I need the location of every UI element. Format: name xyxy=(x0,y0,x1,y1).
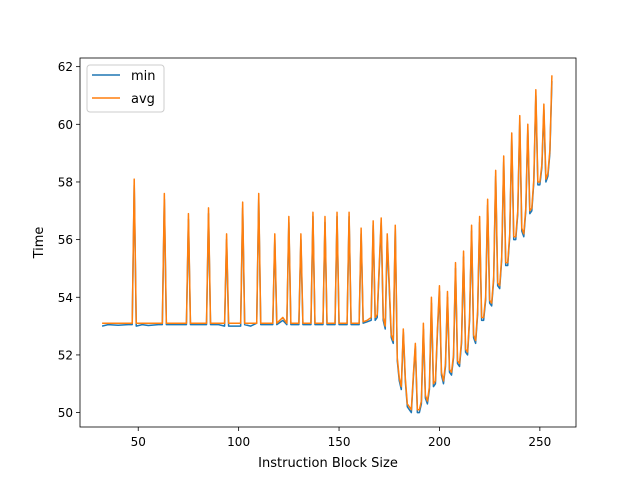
x-axis: 50 100 150 200 250 xyxy=(131,427,551,449)
y-tick-label: 62 xyxy=(58,60,73,74)
legend-box xyxy=(86,64,165,113)
y-tick-label: 60 xyxy=(58,118,73,132)
y-tick-label: 54 xyxy=(58,291,73,305)
x-tick-label: 50 xyxy=(131,435,146,449)
x-axis-label: Instruction Block Size xyxy=(258,456,398,471)
series-line-avg xyxy=(102,75,553,411)
x-tick-label: 250 xyxy=(528,435,551,449)
axes-frame xyxy=(79,57,577,428)
legend: min avg xyxy=(86,64,165,113)
plot-lines xyxy=(101,75,553,414)
legend-min-label: min xyxy=(131,69,156,84)
y-tick-label: 58 xyxy=(58,175,73,189)
y-axis-label: Time xyxy=(32,227,47,260)
y-tick-label: 50 xyxy=(58,406,73,420)
x-tick-label: 100 xyxy=(227,435,250,449)
y-axis: 50 52 54 56 58 60 62 xyxy=(58,60,80,420)
y-tick-label: 56 xyxy=(58,233,73,247)
x-tick-label: 200 xyxy=(428,435,451,449)
y-tick-label: 52 xyxy=(58,348,73,362)
x-tick-label: 150 xyxy=(328,435,351,449)
legend-avg-label: avg xyxy=(131,92,155,107)
